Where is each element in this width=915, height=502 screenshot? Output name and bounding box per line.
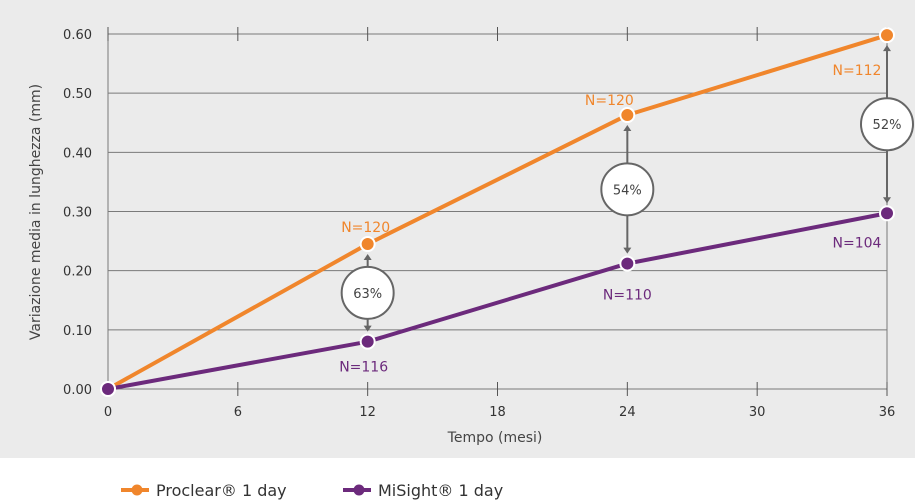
series-line-1 bbox=[107, 211, 888, 391]
x-tick-label: 30 bbox=[749, 405, 766, 420]
y-tick-label: 0.00 bbox=[63, 383, 92, 398]
y-tick-label: 0.20 bbox=[63, 265, 92, 280]
series-line-0 bbox=[107, 33, 888, 391]
y-tick-label: 0.30 bbox=[63, 206, 92, 221]
legend-item-proclear: Proclear® 1 day bbox=[121, 481, 287, 500]
annotation-arrowhead-up bbox=[883, 45, 891, 52]
percentage-circle bbox=[340, 265, 395, 320]
series-marker-0 bbox=[619, 107, 636, 124]
percentage-circle bbox=[860, 97, 914, 152]
series-marker-0 bbox=[879, 27, 895, 44]
annotation-arrowhead-down bbox=[363, 325, 372, 332]
series-marker-0 bbox=[359, 236, 376, 253]
n-label: N=112 bbox=[833, 63, 882, 79]
x-tick-label: 24 bbox=[619, 405, 636, 420]
legend-item-misight: MiSight® 1 day bbox=[343, 481, 503, 500]
n-label: N=120 bbox=[341, 220, 390, 236]
percentage-label: 52% bbox=[873, 118, 902, 133]
line-chart: 0.00 0.10 0.20 0.30 0.40 0.50 0.60 0 6 12 18 24 30 36… bbox=[28, 27, 914, 446]
y-tick-label: 0.50 bbox=[63, 87, 92, 102]
series-marker-1 bbox=[359, 333, 376, 350]
legend-proclear-label: Proclear® 1 day bbox=[156, 481, 287, 500]
x-tick-label: 12 bbox=[359, 405, 376, 420]
annotation-arrowhead-down bbox=[623, 247, 632, 254]
n-label: N=120 bbox=[585, 93, 634, 109]
y-axis-title: Variazione media in lunghezza (mm) bbox=[28, 84, 44, 340]
percentage-label: 54% bbox=[613, 183, 642, 198]
legend: Proclear® 1 day MiSight® 1 day bbox=[121, 481, 503, 500]
percentage-label: 63% bbox=[353, 287, 382, 302]
x-tick-label: 36 bbox=[879, 405, 896, 420]
series-marker-1 bbox=[100, 381, 116, 397]
series-marker-1 bbox=[619, 255, 636, 272]
y-tick-label: 0.60 bbox=[63, 28, 92, 43]
n-label: N=116 bbox=[339, 360, 388, 376]
legend-misight-marker bbox=[353, 484, 365, 496]
series-marker-1 bbox=[879, 205, 895, 222]
percentage-circle bbox=[600, 162, 655, 217]
annotation-arrowhead-down bbox=[883, 197, 891, 204]
y-tick-label: 0.40 bbox=[63, 146, 92, 161]
n-label: N=104 bbox=[833, 235, 882, 251]
annotation-arrowhead-up bbox=[363, 254, 372, 261]
annotation-arrowhead-up bbox=[623, 125, 632, 132]
x-tick-label: 0 bbox=[104, 405, 112, 420]
y-tick-label: 0.10 bbox=[63, 324, 92, 339]
legend-misight-label: MiSight® 1 day bbox=[378, 481, 503, 500]
chart-area: 0.00 0.10 0.20 0.30 0.40 0.50 0.60 0 6 12 18 24 30 36… bbox=[0, 0, 915, 458]
x-tick-label: 6 bbox=[234, 405, 242, 420]
n-label: N=110 bbox=[603, 288, 652, 304]
x-axis-title: Tempo (mesi) bbox=[447, 430, 543, 446]
x-tick-label: 18 bbox=[489, 405, 506, 420]
legend-proclear-marker bbox=[131, 484, 143, 496]
